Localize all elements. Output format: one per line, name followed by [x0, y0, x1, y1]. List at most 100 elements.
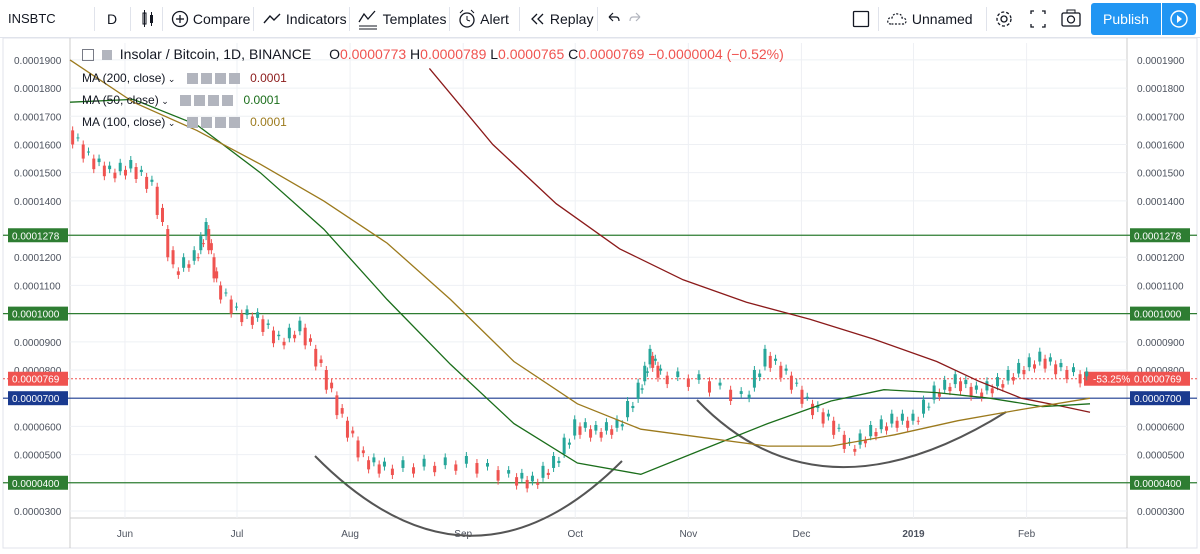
candle-body — [552, 455, 556, 468]
candles-style-button[interactable] — [140, 0, 156, 38]
candle-body — [990, 388, 994, 394]
candle-body — [525, 479, 529, 489]
cloud-icon — [887, 13, 907, 25]
candle-body — [287, 327, 291, 339]
candle-body — [113, 172, 117, 179]
candle-body — [277, 334, 281, 337]
candle-body — [212, 257, 216, 279]
y-tick-label-left: 0.0001100 — [14, 281, 61, 292]
camera-icon — [1061, 9, 1081, 27]
publish-button[interactable]: Publish — [1091, 3, 1161, 35]
candle-body — [826, 413, 830, 417]
candle-body — [653, 358, 657, 361]
candle-body — [656, 365, 660, 378]
alarm-clock-icon — [459, 9, 475, 28]
toolbar-divider — [519, 7, 520, 31]
candle-body — [800, 389, 804, 404]
candle-body — [229, 299, 233, 314]
ma50-legend[interactable]: MA (50, close) ⌄ 0.0001 — [82, 93, 281, 107]
toolbar-divider — [349, 7, 350, 31]
level-tag-right — [1130, 306, 1190, 321]
candle-body — [1033, 364, 1037, 369]
candle-body — [454, 464, 458, 471]
candle-body — [620, 424, 624, 427]
candle-body — [176, 271, 180, 275]
candle-body — [739, 391, 743, 394]
publish-menu-button[interactable] — [1162, 3, 1196, 35]
flag-icon[interactable] — [101, 50, 112, 61]
fullscreen-toggle-button[interactable] — [852, 0, 870, 38]
candle-body — [895, 420, 899, 428]
study-controls-icon[interactable] — [180, 94, 234, 107]
level-tag-label-left: 0.0001000 — [12, 310, 60, 321]
play-circle-icon — [1170, 10, 1188, 28]
ma100-legend[interactable]: MA (100, close) ⌄ 0.0001 — [82, 115, 287, 129]
candle-body — [665, 375, 669, 385]
level-tag-left — [8, 306, 68, 321]
y-tick-label-left: 0.0000300 — [14, 507, 62, 518]
candle-body — [927, 406, 931, 408]
toolbar-divider — [162, 7, 163, 31]
candle-body — [906, 420, 910, 428]
compare-button[interactable]: Compare — [171, 0, 250, 38]
candle-body — [335, 395, 339, 416]
candle-body — [86, 151, 90, 153]
undo-button[interactable] — [605, 0, 621, 38]
candle-body — [573, 419, 577, 436]
compare-label: Compare — [192, 11, 251, 27]
candle-body — [92, 158, 96, 170]
symbol-search[interactable]: INSBTC — [8, 11, 56, 26]
candle-body — [937, 392, 941, 397]
y-tick-label-left: 0.0001500 — [14, 169, 62, 180]
x-tick-label: Dec — [793, 529, 811, 540]
study-controls-icon[interactable] — [186, 116, 241, 129]
candle-body — [319, 359, 323, 363]
settings-button[interactable] — [994, 0, 1014, 38]
candle-body — [219, 285, 223, 300]
candle-body — [351, 430, 355, 434]
y-tick-label-right: 0.0001500 — [1137, 169, 1185, 180]
plus-circle-icon — [171, 10, 189, 28]
templates-button[interactable]: Templates — [357, 0, 446, 38]
study-controls-icon[interactable] — [186, 72, 241, 85]
candle-body — [433, 465, 437, 473]
candle-body — [557, 460, 561, 464]
low-value: 0.0000765 — [498, 46, 565, 62]
candle-body — [697, 374, 701, 380]
candle-body — [645, 371, 649, 373]
x-tick-label: Jun — [117, 529, 133, 540]
candle-body — [789, 375, 793, 390]
alert-button[interactable]: Alert — [457, 0, 509, 38]
x-tick-label: Aug — [341, 529, 359, 540]
snapshot-button[interactable] — [1060, 0, 1082, 38]
candle-body — [240, 313, 244, 323]
candle-body — [626, 401, 630, 418]
moving-average-line — [69, 59, 1091, 447]
x-tick-label: Nov — [679, 529, 697, 540]
collapse-legend-icon[interactable] — [82, 49, 94, 62]
redo-button[interactable] — [628, 0, 644, 38]
change-value: −0.0000004 (−0.52%) — [648, 46, 784, 62]
open-value: 0.0000773 — [339, 46, 407, 62]
toolbar-divider — [449, 7, 450, 31]
y-tick-label-right: 0.0000300 — [1137, 507, 1185, 518]
interval-button[interactable]: D — [107, 11, 118, 27]
ma200-legend[interactable]: MA (200, close) ⌄ 0.0001 — [82, 71, 287, 85]
layout-name: Unnamed — [911, 11, 973, 27]
y-tick-label-left: 0.0000800 — [14, 366, 62, 377]
fullscreen-button[interactable] — [1028, 0, 1048, 38]
candle-body — [256, 312, 260, 318]
candle-body — [204, 222, 208, 237]
y-tick-label-right: 0.0001900 — [1137, 56, 1185, 67]
cup-curve-left — [314, 455, 623, 537]
indicators-button[interactable]: Indicators — [262, 0, 347, 38]
candle-body — [996, 377, 1000, 387]
ma100-label: MA (100, close) — [82, 115, 166, 129]
candle-body — [964, 379, 968, 385]
candle-body — [659, 368, 663, 371]
candle-body — [196, 257, 200, 259]
layout-menu-button[interactable]: Unnamed — [886, 0, 973, 38]
replay-button[interactable]: Replay — [528, 0, 593, 38]
candle-body — [166, 229, 170, 258]
candle-body — [1006, 370, 1010, 381]
